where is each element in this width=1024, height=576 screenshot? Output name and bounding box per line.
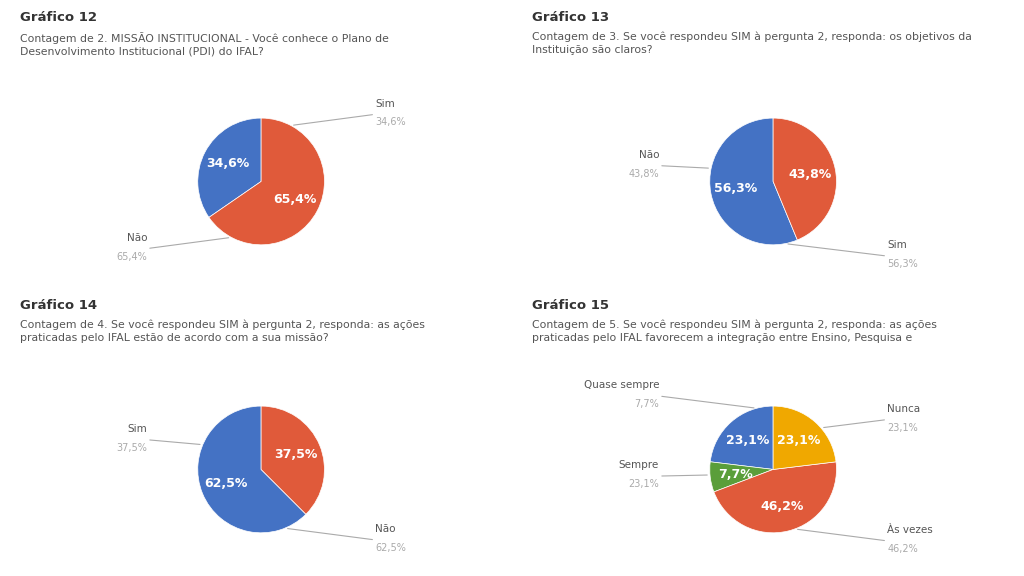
Wedge shape — [261, 406, 325, 514]
Text: Gráfico 14: Gráfico 14 — [20, 299, 97, 312]
Text: 62,5%: 62,5% — [375, 543, 407, 553]
Text: 56,3%: 56,3% — [714, 183, 758, 195]
Text: 56,3%: 56,3% — [887, 259, 918, 269]
Wedge shape — [198, 406, 306, 533]
Wedge shape — [773, 118, 837, 240]
Text: 7,7%: 7,7% — [634, 399, 659, 409]
Text: 34,6%: 34,6% — [375, 118, 406, 127]
Text: 46,2%: 46,2% — [887, 544, 918, 554]
Text: 62,5%: 62,5% — [205, 478, 248, 491]
Text: 43,8%: 43,8% — [629, 169, 659, 179]
Text: 34,6%: 34,6% — [206, 157, 249, 170]
Text: 65,4%: 65,4% — [117, 252, 147, 262]
Text: Gráfico 12: Gráfico 12 — [20, 11, 97, 24]
Wedge shape — [710, 462, 773, 492]
Text: 65,4%: 65,4% — [273, 192, 316, 206]
Text: Sim: Sim — [375, 98, 395, 109]
Wedge shape — [710, 118, 798, 245]
Text: Quase sempre: Quase sempre — [584, 380, 659, 391]
Wedge shape — [198, 118, 261, 217]
Text: Não: Não — [375, 524, 395, 534]
Text: Contagem de 5. Se você respondeu SIM à pergunta 2, responda: as ações
praticadas: Contagem de 5. Se você respondeu SIM à p… — [532, 320, 937, 343]
Text: 37,5%: 37,5% — [274, 448, 317, 461]
Text: Às vezes: Às vezes — [887, 525, 933, 535]
Wedge shape — [711, 406, 773, 469]
Wedge shape — [714, 462, 837, 533]
Text: Nunca: Nunca — [887, 404, 921, 414]
Text: 23,1%: 23,1% — [629, 479, 659, 489]
Text: Não: Não — [127, 233, 147, 243]
Text: Sempre: Sempre — [618, 460, 659, 471]
Text: 37,5%: 37,5% — [116, 443, 147, 453]
Wedge shape — [773, 406, 836, 469]
Text: Não: Não — [639, 150, 659, 160]
Text: Gráfico 15: Gráfico 15 — [532, 299, 609, 312]
Text: 43,8%: 43,8% — [788, 168, 833, 180]
Text: 23,1%: 23,1% — [887, 423, 918, 433]
Text: Contagem de 2. MISSÃO INSTITUCIONAL - Você conhece o Plano de
Desenvolvimento In: Contagem de 2. MISSÃO INSTITUCIONAL - Vo… — [20, 32, 389, 57]
Text: 23,1%: 23,1% — [776, 434, 820, 448]
Text: Sim: Sim — [127, 424, 147, 434]
Text: Contagem de 3. Se você respondeu SIM à pergunta 2, responda: os objetivos da
Ins: Contagem de 3. Se você respondeu SIM à p… — [532, 32, 972, 55]
Text: Gráfico 13: Gráfico 13 — [532, 11, 609, 24]
Wedge shape — [209, 118, 325, 245]
Text: 7,7%: 7,7% — [718, 468, 753, 480]
Text: Sim: Sim — [887, 240, 907, 251]
Text: 23,1%: 23,1% — [726, 434, 770, 448]
Text: Contagem de 4. Se você respondeu SIM à pergunta 2, responda: as ações
praticadas: Contagem de 4. Se você respondeu SIM à p… — [20, 320, 425, 343]
Text: 46,2%: 46,2% — [761, 500, 804, 513]
